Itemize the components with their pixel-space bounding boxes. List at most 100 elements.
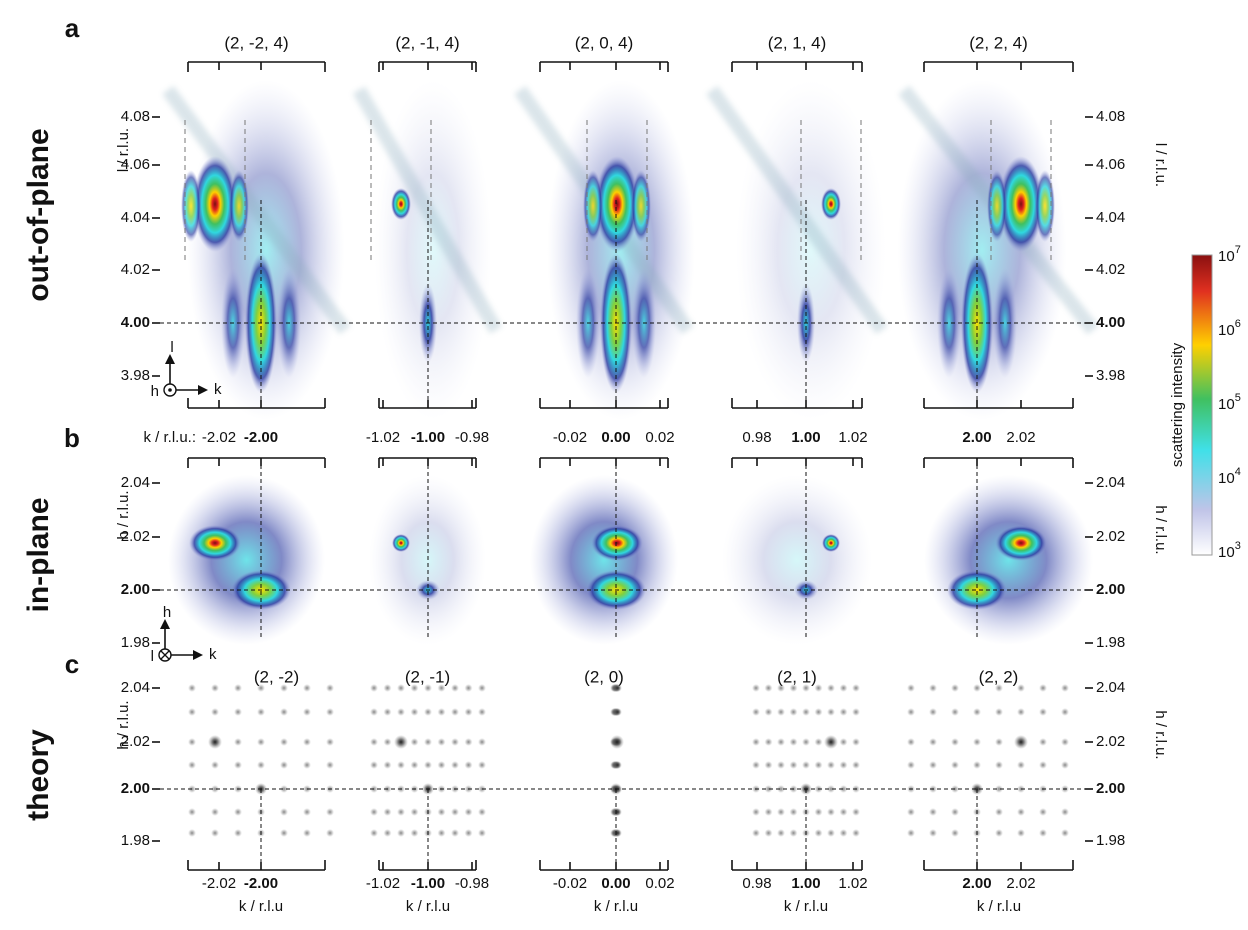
theory-dot bbox=[280, 684, 288, 692]
k-tick-label: -2.02 bbox=[202, 429, 236, 446]
y-axis-label: h / r.l.u. bbox=[1152, 710, 1169, 759]
theory-dot bbox=[852, 829, 860, 837]
theory-peak bbox=[394, 735, 408, 749]
theory-dot bbox=[1061, 808, 1069, 816]
theory-dot bbox=[478, 708, 486, 716]
theory-dot bbox=[852, 738, 860, 746]
colorbar-tick-label: 107 bbox=[1218, 244, 1241, 265]
theory-dot bbox=[929, 808, 937, 816]
theory-dot bbox=[777, 761, 785, 769]
k-tick-label: 0.02 bbox=[645, 875, 674, 892]
k-tick-label: -1.02 bbox=[366, 429, 400, 446]
y-tick-label: 4.00 bbox=[1096, 314, 1125, 331]
theory-dot bbox=[907, 829, 915, 837]
tick-base: 10 bbox=[1218, 248, 1235, 265]
row-label: out-of-plane bbox=[22, 128, 55, 301]
theory-dot bbox=[852, 761, 860, 769]
theory-dot bbox=[827, 761, 835, 769]
theory-dot bbox=[951, 708, 959, 716]
y-axis-label: h / r.l.u. bbox=[1152, 505, 1169, 554]
theory-dot bbox=[790, 808, 798, 816]
theory-dot bbox=[1061, 708, 1069, 716]
theory-dot bbox=[257, 761, 265, 769]
theory-dot bbox=[840, 684, 848, 692]
intensity-spot bbox=[987, 170, 1007, 242]
theory-dot bbox=[1039, 829, 1047, 837]
theory-dot bbox=[465, 761, 473, 769]
theory-dot bbox=[326, 738, 334, 746]
y-tick-label: 3.98 bbox=[121, 367, 150, 384]
theory-dot bbox=[411, 808, 419, 816]
theory-dot bbox=[777, 829, 785, 837]
theory-dot bbox=[326, 808, 334, 816]
theory-dot bbox=[478, 684, 486, 692]
theory-dot bbox=[438, 808, 446, 816]
theory-dot bbox=[411, 761, 419, 769]
tick-exponent: 3 bbox=[1235, 540, 1241, 552]
theory-dot bbox=[1039, 684, 1047, 692]
theory-dot bbox=[438, 829, 446, 837]
theory-dot bbox=[790, 684, 798, 692]
k-tick-label: 1.02 bbox=[838, 875, 867, 892]
theory-dot bbox=[840, 738, 848, 746]
theory-peak bbox=[610, 735, 624, 749]
theory-dot bbox=[370, 738, 378, 746]
theory-dot bbox=[1039, 738, 1047, 746]
theory-dot bbox=[411, 684, 419, 692]
tick-exponent: 7 bbox=[1235, 244, 1241, 256]
theory-dot bbox=[852, 708, 860, 716]
theory-dot bbox=[370, 761, 378, 769]
panel-letter: b bbox=[64, 423, 80, 453]
theory-dot bbox=[370, 808, 378, 816]
intensity-spot bbox=[229, 170, 249, 242]
theory-dot bbox=[929, 761, 937, 769]
theory-dot bbox=[438, 708, 446, 716]
theory-dot bbox=[211, 761, 219, 769]
theory-dot bbox=[451, 738, 459, 746]
theory-dot bbox=[790, 829, 798, 837]
theory-dot bbox=[802, 684, 810, 692]
theory-dot bbox=[411, 829, 419, 837]
theory-dot bbox=[397, 761, 405, 769]
y-tick-label: 1.98 bbox=[1096, 832, 1125, 849]
theory-dot bbox=[424, 738, 432, 746]
theory-dot bbox=[790, 761, 798, 769]
theory-dot bbox=[815, 808, 823, 816]
theory-dot bbox=[815, 829, 823, 837]
intensity-spot bbox=[821, 188, 841, 220]
y-tick-label: 2.00 bbox=[1096, 780, 1125, 797]
intensity-spot bbox=[722, 475, 872, 645]
y-tick-label: 1.98 bbox=[1096, 634, 1125, 651]
theory-dot bbox=[451, 684, 459, 692]
theory-dot bbox=[257, 708, 265, 716]
theory-dot bbox=[614, 684, 622, 692]
theory-dot bbox=[951, 829, 959, 837]
k-tick-label: -1.02 bbox=[366, 875, 400, 892]
theory-dot bbox=[752, 684, 760, 692]
intensity-spot bbox=[822, 534, 840, 552]
axis-glyph-label: h bbox=[163, 604, 171, 621]
theory-dot bbox=[280, 708, 288, 716]
theory-peak bbox=[208, 735, 222, 749]
theory-dot bbox=[1017, 829, 1025, 837]
arrow-head bbox=[193, 650, 203, 660]
theory-dot bbox=[465, 808, 473, 816]
intensity-spot bbox=[392, 534, 410, 552]
intensity-spot bbox=[583, 170, 603, 242]
theory-dot bbox=[951, 684, 959, 692]
theory-dot bbox=[614, 761, 622, 769]
theory-dot bbox=[280, 761, 288, 769]
theory-dot bbox=[478, 761, 486, 769]
theory-dot bbox=[907, 684, 915, 692]
theory-dot bbox=[326, 829, 334, 837]
theory-dot bbox=[465, 684, 473, 692]
colorbar-tick-label: 104 bbox=[1218, 466, 1241, 487]
theory-dot bbox=[326, 761, 334, 769]
intensity-spot bbox=[947, 570, 1007, 610]
theory-dot bbox=[234, 808, 242, 816]
theory-dot bbox=[303, 761, 311, 769]
panel-title: (2, -2, 4) bbox=[224, 33, 288, 52]
theory-dot bbox=[188, 738, 196, 746]
y-tick-label: 4.02 bbox=[121, 261, 150, 278]
theory-dot bbox=[765, 738, 773, 746]
